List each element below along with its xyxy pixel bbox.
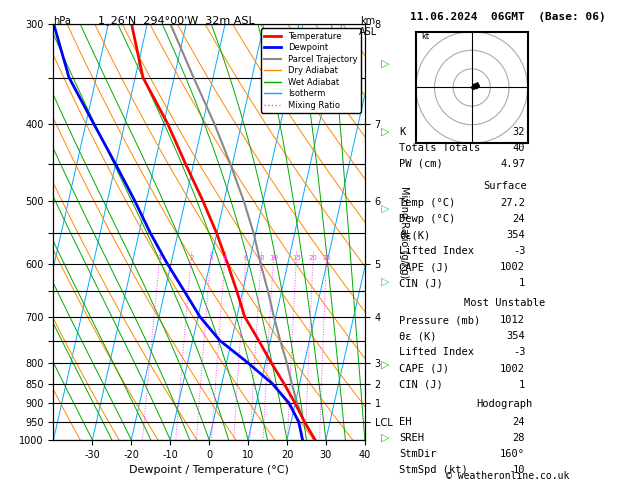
Text: 160°: 160° [500,449,525,459]
X-axis label: Dewpoint / Temperature (°C): Dewpoint / Temperature (°C) [129,465,289,475]
Text: 10: 10 [269,255,278,260]
Text: 25: 25 [322,255,331,260]
Text: 354: 354 [506,230,525,241]
Legend: Temperature, Dewpoint, Parcel Trajectory, Dry Adiabat, Wet Adiabat, Isotherm, Mi: Temperature, Dewpoint, Parcel Trajectory… [261,29,360,113]
Text: 1012: 1012 [500,315,525,326]
Text: 32: 32 [513,127,525,137]
Text: 8: 8 [259,255,264,260]
Text: 11.06.2024  06GMT  (Base: 06): 11.06.2024 06GMT (Base: 06) [410,12,606,22]
Text: 28: 28 [513,433,525,443]
Text: km
ASL: km ASL [359,16,377,37]
Text: CIN (J): CIN (J) [399,278,443,289]
Text: Lifted Index: Lifted Index [399,347,474,358]
Text: SREH: SREH [399,433,425,443]
Text: 1: 1 [519,380,525,390]
Text: K: K [399,127,406,137]
Text: Hodograph: Hodograph [477,399,533,410]
Text: ▷: ▷ [381,360,390,369]
Text: ▷: ▷ [381,277,390,287]
Text: ▷: ▷ [381,204,390,214]
Text: 20: 20 [309,255,318,260]
Text: Most Unstable: Most Unstable [464,298,545,309]
Text: PW (cm): PW (cm) [399,159,443,169]
Y-axis label: Mixing Ratio (g/kg): Mixing Ratio (g/kg) [399,186,409,278]
Text: 15: 15 [292,255,301,260]
Text: 1: 1 [519,278,525,289]
Text: 27.2: 27.2 [500,198,525,208]
Text: CAPE (J): CAPE (J) [399,262,449,273]
Text: Surface: Surface [483,181,526,191]
Text: 40: 40 [513,143,525,153]
Text: 3: 3 [208,255,213,260]
Text: 2: 2 [189,255,193,260]
Text: ▷: ▷ [381,126,390,136]
Text: 354: 354 [506,331,525,342]
Text: 24: 24 [513,417,525,427]
Text: θε (K): θε (K) [399,331,437,342]
Text: Lifted Index: Lifted Index [399,246,474,257]
Text: Pressure (mb): Pressure (mb) [399,315,481,326]
Text: CIN (J): CIN (J) [399,380,443,390]
Text: 1002: 1002 [500,262,525,273]
Text: 1¸26'N  294°00'W  32m ASL: 1¸26'N 294°00'W 32m ASL [97,16,255,26]
Text: 4: 4 [223,255,227,260]
Text: 24: 24 [513,214,525,225]
Text: Temp (°C): Temp (°C) [399,198,455,208]
Text: ▷: ▷ [381,58,390,68]
Text: 1: 1 [157,255,162,260]
Text: 6: 6 [243,255,248,260]
Text: -3: -3 [513,246,525,257]
Text: © weatheronline.co.uk: © weatheronline.co.uk [446,471,570,481]
Text: kt: kt [421,32,430,41]
Text: CAPE (J): CAPE (J) [399,364,449,374]
Text: -3: -3 [513,347,525,358]
Text: Totals Totals: Totals Totals [399,143,481,153]
Text: EH: EH [399,417,412,427]
Text: ▷: ▷ [381,433,390,442]
Text: hPa: hPa [53,16,71,26]
Text: StmDir: StmDir [399,449,437,459]
Text: 1002: 1002 [500,364,525,374]
Text: 10: 10 [513,465,525,475]
Text: StmSpd (kt): StmSpd (kt) [399,465,468,475]
Text: θε(K): θε(K) [399,230,431,241]
Text: Dewp (°C): Dewp (°C) [399,214,455,225]
Text: 4.97: 4.97 [500,159,525,169]
